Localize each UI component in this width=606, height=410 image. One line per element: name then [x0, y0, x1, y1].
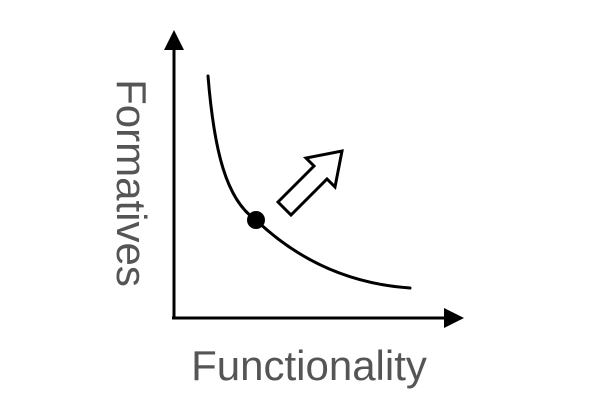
curve-point	[247, 211, 265, 229]
y-axis-label: Formatives	[108, 79, 155, 287]
up-right-arrow-icon	[275, 149, 344, 218]
x-axis-arrowhead	[444, 308, 464, 328]
y-axis-arrowhead	[164, 30, 184, 50]
x-axis-label: Functionality	[191, 342, 427, 389]
